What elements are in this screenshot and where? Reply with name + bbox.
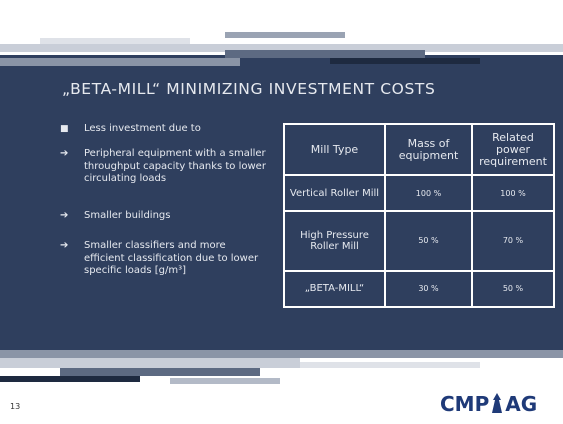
header-cell: Mass of equipment: [384, 123, 473, 176]
cell: Vertical Roller Mill: [283, 173, 386, 213]
logo-icon: [492, 393, 503, 413]
deco-bar: [0, 44, 563, 52]
deco-bar: [40, 38, 190, 44]
bullet-text: Smaller classifiers and more efficient c…: [84, 240, 259, 276]
cell: 70 %: [471, 210, 555, 272]
deco-bar: [225, 50, 425, 58]
cell: 100 %: [384, 173, 473, 213]
deco-bar: [0, 358, 300, 368]
bullet-marker: ➔: [60, 210, 69, 221]
header-cell: Related power requirement: [471, 123, 555, 176]
logo: CMP AG: [440, 392, 537, 416]
cell: „BETA-MILL“: [283, 269, 386, 309]
deco-bar: [0, 350, 563, 358]
deco-bar: [60, 368, 260, 376]
bullet-text: Peripheral equipment with a smaller thro…: [84, 148, 266, 184]
table-row: Vertical Roller Mill 100 % 100 %: [283, 173, 555, 213]
cell: 50 %: [471, 269, 555, 309]
bullet-marker: ➔: [60, 148, 69, 159]
comparison-table: Mill Type Mass of equipment Related powe…: [283, 123, 555, 309]
logo-text: AG: [505, 392, 538, 416]
bullet-marker: ■: [60, 124, 69, 134]
deco-bar: [300, 362, 480, 368]
cell: 100 %: [471, 173, 555, 213]
deco-bar: [225, 32, 345, 38]
cell: 50 %: [384, 210, 473, 272]
table-header: Mill Type Mass of equipment Related powe…: [283, 123, 555, 176]
bullet-text: Smaller buildings: [84, 210, 171, 221]
logo-text: CMP: [440, 392, 490, 416]
deco-bar: [0, 58, 240, 66]
table-row: High Pressure Roller Mill 50 % 70 %: [283, 210, 555, 272]
table-row: „BETA-MILL“ 30 % 50 %: [283, 269, 555, 309]
page-number: 13: [10, 402, 21, 411]
deco-bar: [0, 376, 140, 382]
bullet-marker: ➔: [60, 240, 69, 251]
deco-bar: [330, 58, 480, 64]
deco-bar: [170, 378, 280, 384]
bullet-text: Less investment due to: [84, 123, 201, 134]
cell: High Pressure Roller Mill: [283, 210, 386, 272]
header-cell: Mill Type: [283, 123, 386, 176]
slide-title: „BETA-MILL“ MINIMIZING INVESTMENT COSTS: [62, 80, 436, 98]
cell: 30 %: [384, 269, 473, 309]
